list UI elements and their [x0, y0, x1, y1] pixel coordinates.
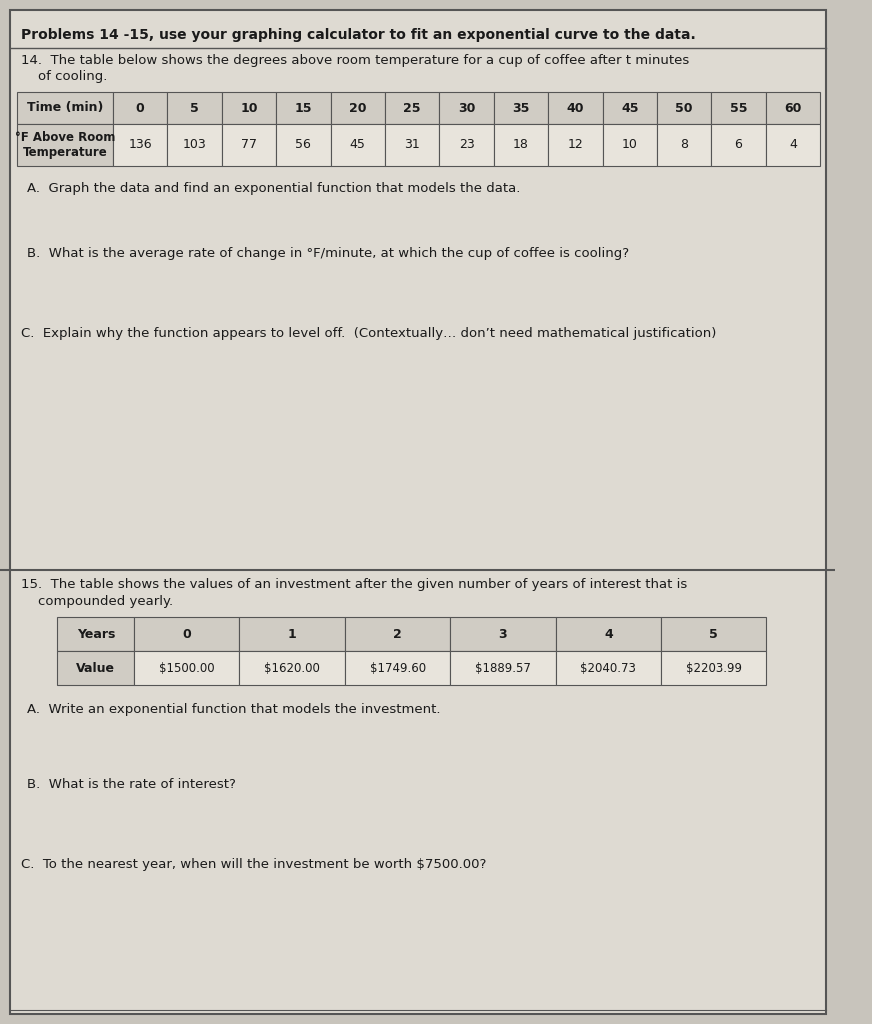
- Text: Problems 14 -15, use your graphing calculator to fit an exponential curve to the: Problems 14 -15, use your graphing calcu…: [21, 28, 696, 42]
- Bar: [240, 651, 345, 685]
- Text: $1500.00: $1500.00: [159, 662, 215, 675]
- Bar: [555, 651, 661, 685]
- Text: 30: 30: [458, 101, 475, 115]
- Text: of cooling.: of cooling.: [21, 70, 107, 83]
- Bar: [17, 92, 113, 124]
- Text: 45: 45: [350, 138, 365, 152]
- Text: Time (min): Time (min): [27, 101, 103, 115]
- Bar: [134, 617, 240, 651]
- Bar: [450, 651, 555, 685]
- Bar: [548, 92, 603, 124]
- Bar: [712, 124, 766, 166]
- Bar: [113, 92, 167, 124]
- Bar: [385, 92, 439, 124]
- Bar: [221, 92, 276, 124]
- Text: $2040.73: $2040.73: [581, 662, 637, 675]
- Text: 3: 3: [499, 628, 508, 640]
- Bar: [276, 92, 330, 124]
- Text: A.  Graph the data and find an exponential function that models the data.: A. Graph the data and find an exponentia…: [27, 182, 521, 195]
- Text: C.  To the nearest year, when will the investment be worth $7500.00?: C. To the nearest year, when will the in…: [21, 858, 487, 871]
- Text: 25: 25: [404, 101, 421, 115]
- Bar: [661, 651, 766, 685]
- Text: 14.  The table below shows the degrees above room temperature for a cup of coffe: 14. The table below shows the degrees ab…: [21, 54, 690, 67]
- Text: 50: 50: [675, 101, 693, 115]
- Text: 5: 5: [709, 628, 718, 640]
- Bar: [548, 124, 603, 166]
- Text: 4: 4: [604, 628, 613, 640]
- Bar: [555, 617, 661, 651]
- Text: compounded yearly.: compounded yearly.: [21, 595, 174, 608]
- Bar: [494, 124, 548, 166]
- Text: 4: 4: [789, 138, 797, 152]
- Text: 18: 18: [513, 138, 528, 152]
- Bar: [712, 92, 766, 124]
- Text: B.  What is the average rate of change in °F/minute, at which the cup of coffee : B. What is the average rate of change in…: [27, 247, 629, 260]
- Bar: [657, 92, 712, 124]
- Text: $1889.57: $1889.57: [475, 662, 531, 675]
- Bar: [134, 651, 240, 685]
- Text: 45: 45: [621, 101, 638, 115]
- Bar: [17, 124, 113, 166]
- Text: 10: 10: [622, 138, 637, 152]
- Bar: [494, 92, 548, 124]
- Bar: [167, 92, 221, 124]
- Bar: [276, 124, 330, 166]
- Text: 55: 55: [730, 101, 747, 115]
- Text: B.  What is the rate of interest?: B. What is the rate of interest?: [27, 778, 235, 791]
- Text: 103: 103: [183, 138, 207, 152]
- Text: $1749.60: $1749.60: [370, 662, 426, 675]
- Text: °F Above Room
Temperature: °F Above Room Temperature: [15, 131, 115, 159]
- Bar: [439, 92, 494, 124]
- Text: 8: 8: [680, 138, 688, 152]
- Bar: [657, 124, 712, 166]
- Text: 2: 2: [393, 628, 402, 640]
- Text: A.  Write an exponential function that models the investment.: A. Write an exponential function that mo…: [27, 703, 440, 716]
- Text: Value: Value: [76, 662, 115, 675]
- Bar: [221, 124, 276, 166]
- Bar: [345, 617, 450, 651]
- Bar: [766, 124, 820, 166]
- Text: C.  Explain why the function appears to level off.  (Contextually… don’t need ma: C. Explain why the function appears to l…: [21, 327, 717, 340]
- Text: 12: 12: [568, 138, 583, 152]
- Text: 1: 1: [288, 628, 296, 640]
- Text: 56: 56: [296, 138, 311, 152]
- Text: 6: 6: [734, 138, 742, 152]
- Bar: [439, 124, 494, 166]
- Text: $2203.99: $2203.99: [685, 662, 742, 675]
- Text: 40: 40: [567, 101, 584, 115]
- Text: $1620.00: $1620.00: [264, 662, 320, 675]
- Text: 31: 31: [405, 138, 420, 152]
- Text: 35: 35: [512, 101, 529, 115]
- Bar: [167, 124, 221, 166]
- Text: 0: 0: [136, 101, 145, 115]
- Bar: [330, 92, 385, 124]
- Text: 10: 10: [241, 101, 258, 115]
- Bar: [603, 124, 657, 166]
- Bar: [113, 124, 167, 166]
- Bar: [58, 617, 134, 651]
- Bar: [240, 617, 345, 651]
- Text: 15: 15: [295, 101, 312, 115]
- Text: 15.  The table shows the values of an investment after the given number of years: 15. The table shows the values of an inv…: [21, 578, 687, 591]
- Text: Years: Years: [77, 628, 115, 640]
- Bar: [450, 617, 555, 651]
- Text: 60: 60: [784, 101, 801, 115]
- Text: 5: 5: [190, 101, 199, 115]
- Bar: [603, 92, 657, 124]
- Text: 23: 23: [459, 138, 474, 152]
- Bar: [385, 124, 439, 166]
- Text: 0: 0: [182, 628, 191, 640]
- Bar: [330, 124, 385, 166]
- Text: 20: 20: [349, 101, 366, 115]
- Bar: [661, 617, 766, 651]
- Bar: [58, 651, 134, 685]
- Bar: [766, 92, 820, 124]
- Text: 77: 77: [241, 138, 257, 152]
- Text: 136: 136: [128, 138, 152, 152]
- Bar: [345, 651, 450, 685]
